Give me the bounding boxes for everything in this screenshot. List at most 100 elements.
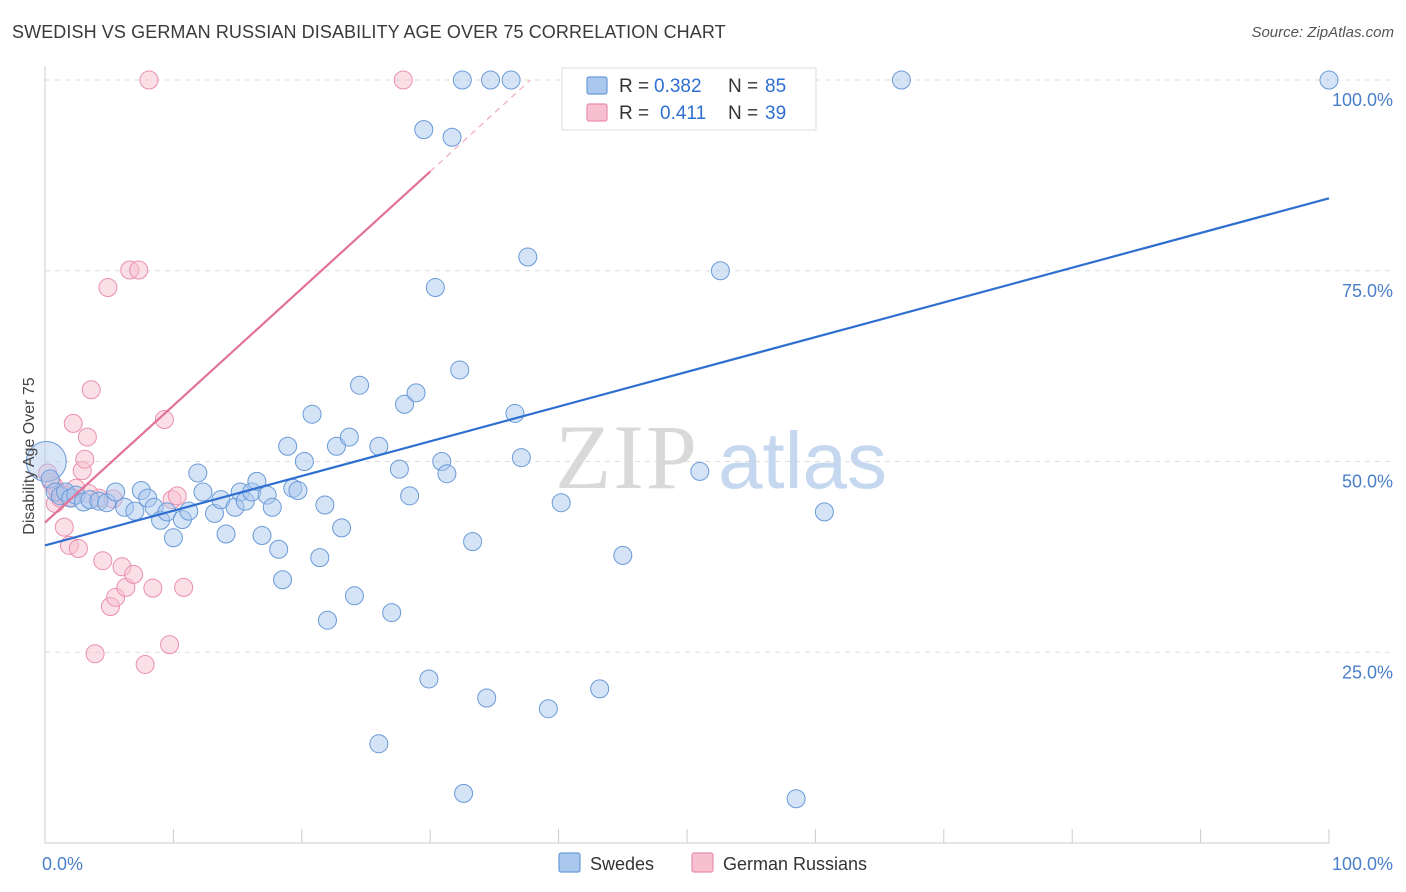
german-russians-point [167,486,187,506]
swedes-point [590,679,610,699]
swedes-point [389,459,409,479]
swedes-point [395,394,415,414]
german-russians-trend-line [44,170,431,524]
swedes-point [350,375,370,395]
y-tick-labels: 25.0% 50.0% 75.0% 100.0% [1332,90,1393,682]
swedes-point [294,452,314,471]
y-axis-title: Disability Age Over 75 [21,377,38,535]
swedes-point [273,570,293,590]
chart-title: SWEDISH VS GERMAN RUSSIAN DISABILITY AGE… [12,22,726,42]
swedes-point [1319,70,1339,90]
series-legend: Swedes German Russians [558,852,867,874]
swedes-point [511,448,531,468]
watermark-zip: ZIP [555,406,699,508]
swedes-point [332,518,352,538]
swedes-point [216,524,236,544]
german-russians-point [63,413,83,433]
swedes-point [278,436,298,456]
legend-r-value-german-russians: 0.411 [660,103,706,124]
swedes-point [188,463,208,483]
swedes-point [814,502,834,522]
swedes-point [302,404,322,424]
swedes-point [710,261,730,281]
swedes-point [179,501,199,521]
swedes-point [786,789,806,809]
watermark-atlas: atlas [718,416,887,505]
swedes-point [269,539,289,559]
swedes-point [288,480,308,500]
swedes-point [452,70,472,90]
bottom-legend-german-russians: German Russians [723,854,867,874]
german-russians-point [143,578,163,598]
y-tick-label: 25.0% [1342,662,1393,682]
german-russians-trend-extension [429,79,531,173]
swedes-point [344,586,364,606]
x-tick-label: 0.0% [42,854,83,874]
swedes-point [477,688,497,708]
swedes-point [315,495,335,515]
swedes-point [501,70,521,90]
bottom-legend-swedes: Swedes [590,854,654,874]
swedes-point [193,482,213,502]
swedes-point [317,610,337,630]
legend-r-label: R = [619,76,649,97]
swedes-point [252,526,272,546]
correlation-legend: R = 0.382 N = 85 R = 0.411 N = 39 [561,67,817,131]
swedes-trend-line [44,197,1330,547]
gridlines [45,79,1390,653]
legend-n-label: N = [728,103,758,124]
swedes-point [414,120,434,140]
german-russians-point [129,260,149,280]
swedes-point [419,669,439,689]
german-russians-point [81,380,101,400]
german-russians-point [174,577,194,597]
swedes-point [406,383,426,403]
swedes-point [437,464,457,484]
swedes-point [163,528,183,548]
german-russians-point [139,70,159,90]
swedes-point [481,70,501,90]
german-russians-point [54,517,74,537]
swedes-point [551,493,571,513]
swedes-point [891,70,911,90]
swedes-point [463,532,483,552]
y-tick-label: 50.0% [1342,472,1393,492]
german-russians-point [393,70,413,90]
swedes-point [310,548,330,568]
legend-r-value-swedes: 0.382 [654,76,702,97]
swedes-point [262,497,282,517]
swedes-point [538,699,558,719]
y-tick-label: 75.0% [1342,281,1393,301]
legend-swatch-swedes [586,76,608,95]
german-russians-point [124,564,144,584]
german-russians-point [154,410,174,430]
legend-n-value-german-russians: 39 [765,103,786,124]
german-russians-point [135,654,155,674]
legend-swatch-german-russians [586,103,608,122]
german-russians-point [93,551,113,571]
swedes-point [326,436,346,456]
german-russians-point [160,635,180,655]
swedes-point [613,545,633,565]
swedes-point [450,360,470,380]
german-russians-point [75,449,95,469]
german-russians-point [98,278,118,298]
swedes-point [339,427,359,447]
source-credit: Source: ZipAtlas.com [1251,24,1394,41]
legend-n-label: N = [728,76,758,97]
german-russians-point [68,538,88,558]
swedes-point [369,734,389,754]
y-tick-label: 100.0% [1332,90,1393,110]
watermark: ZIP atlas [555,406,887,508]
swedes-point [518,247,538,267]
x-tick-labels: 0.0% 100.0% [42,854,1393,874]
bottom-legend-swatch-swedes [558,852,581,873]
swedes-point [442,127,462,147]
swedes-point [106,482,126,502]
legend-n-value-swedes: 85 [765,76,786,97]
german-russians-point [77,427,97,447]
german-russians-points [38,70,413,674]
swedes-point [400,486,420,506]
axes [44,66,1330,844]
